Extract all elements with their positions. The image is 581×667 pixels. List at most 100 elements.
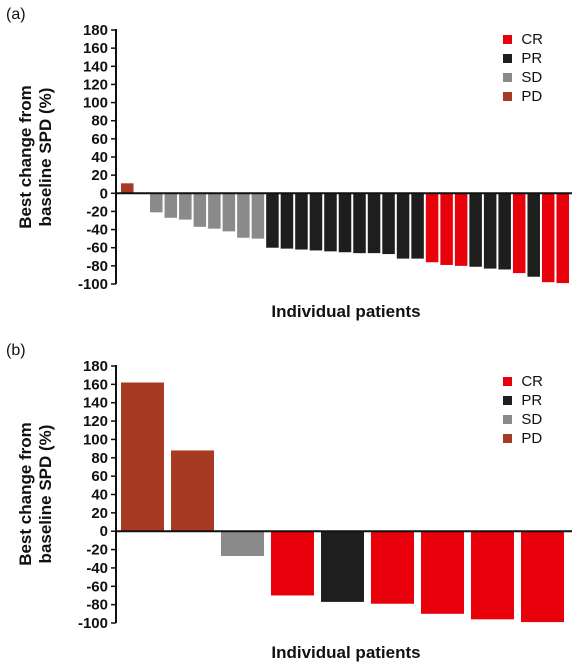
y-tick-label: 60 xyxy=(91,131,108,148)
y-axis-label: Best change frombaseline SPD (%) xyxy=(16,85,55,229)
legend-item-cr: CR xyxy=(503,30,543,49)
y-tick-label: -60 xyxy=(86,240,108,257)
bar-cr xyxy=(425,193,439,263)
y-tick-label: 180 xyxy=(83,358,108,375)
y-tick-label: 100 xyxy=(83,95,108,112)
legend-item-sd: SD xyxy=(503,410,543,429)
legend-swatch-cr xyxy=(503,377,513,386)
y-tick-label: 0 xyxy=(100,185,108,202)
y-tick-label: 0 xyxy=(100,523,108,540)
bar-pr xyxy=(367,193,381,254)
legend-swatch-pd xyxy=(503,434,513,443)
y-tick-label: 160 xyxy=(83,376,108,393)
bar-pr xyxy=(353,193,366,254)
y-axis-label-line: baseline SPD (%) xyxy=(36,425,55,564)
y-tick-label: -20 xyxy=(86,542,108,559)
legend-label-cr: CR xyxy=(521,31,543,48)
bar-sd xyxy=(221,531,264,556)
y-tick-label: 180 xyxy=(83,22,108,39)
bar-sd xyxy=(251,193,265,239)
legend-label-cr: CR xyxy=(521,373,543,390)
legend-swatch-pr xyxy=(503,396,513,405)
bar-cr xyxy=(440,193,453,265)
bar-cr xyxy=(271,531,314,596)
bar-pr xyxy=(527,193,540,277)
bar-pr xyxy=(295,193,308,250)
y-axis-label: Best change frombaseline SPD (%) xyxy=(16,422,55,566)
y-tick-label: 140 xyxy=(83,58,108,75)
legend-swatch-sd xyxy=(503,73,513,82)
y-tick-label: 40 xyxy=(91,149,108,166)
chart-panel-b: (b) Best change frombaseline SPD (%) 180 1… xyxy=(0,334,581,667)
bar-pr xyxy=(324,193,337,252)
y-tick-label: 120 xyxy=(83,76,108,93)
y-tick-label: 100 xyxy=(83,431,108,448)
legend: CR PR SD PD xyxy=(503,372,543,448)
legend-item-pr: PR xyxy=(503,49,543,68)
y-tick-label: -60 xyxy=(86,578,108,595)
bar-pr xyxy=(411,193,424,259)
chart-panel-a: (a) Best change frombaseline SPD (%) 180 1… xyxy=(6,6,572,321)
bar-pd xyxy=(121,183,134,194)
bar-sd xyxy=(222,193,236,232)
legend-swatch-cr xyxy=(503,35,513,44)
y-tick-label: -100 xyxy=(78,615,108,632)
y-axis-label-line: Best change from xyxy=(16,85,35,229)
bar-sd xyxy=(179,193,192,220)
y-tick-label: -40 xyxy=(86,222,108,239)
bar-sd xyxy=(150,193,163,213)
legend-label-pd: PD xyxy=(521,430,543,447)
legend-swatch-pd xyxy=(503,92,513,101)
y-tick-label: 40 xyxy=(91,487,108,504)
bar-cr xyxy=(471,531,514,620)
legend-item-pd: PD xyxy=(503,87,543,106)
legend-swatch-sd xyxy=(503,415,513,424)
y-tick-label: 80 xyxy=(91,113,108,130)
legend: CR PR SD PD xyxy=(503,30,543,106)
y-tick-label: 120 xyxy=(83,413,108,430)
bar-cr xyxy=(512,193,526,274)
y-tick-label: 160 xyxy=(83,40,108,57)
panel-label: (a) xyxy=(6,6,26,23)
y-tick-label: -80 xyxy=(86,597,108,614)
y-tick-label: 20 xyxy=(91,505,108,522)
legend-item-cr: CR xyxy=(503,372,543,391)
y-tick-label: 60 xyxy=(91,468,108,485)
y-tick-label: 20 xyxy=(91,167,108,184)
bar-cr xyxy=(421,531,464,614)
legend-swatch-pr xyxy=(503,54,513,63)
bar-cr xyxy=(541,193,555,283)
bar-pr xyxy=(396,193,410,259)
y-axis-label-line: baseline SPD (%) xyxy=(36,88,55,227)
bar-pr xyxy=(382,193,395,255)
legend-item-sd: SD xyxy=(503,68,543,87)
bar-sd xyxy=(193,193,207,227)
bar-sd xyxy=(164,193,178,218)
y-tick-label: -100 xyxy=(78,276,108,293)
legend-label-sd: SD xyxy=(521,69,543,86)
bar-pr xyxy=(338,193,352,253)
panel-label: (b) xyxy=(6,342,26,359)
legend-label-pr: PR xyxy=(521,50,543,67)
bar-pd xyxy=(121,382,164,532)
bar-cr xyxy=(371,531,414,604)
bar-sd xyxy=(208,193,221,229)
legend-label-pd: PD xyxy=(521,88,543,105)
bar-pr xyxy=(309,193,323,251)
legend-item-pd: PD xyxy=(503,429,543,448)
y-tick-label: 80 xyxy=(91,450,108,467)
legend-item-pr: PR xyxy=(503,391,543,410)
bar-pr xyxy=(498,193,511,270)
bar-pr xyxy=(266,193,279,248)
y-tick-label: -80 xyxy=(86,258,108,275)
y-tick-label: -20 xyxy=(86,203,108,220)
y-axis-label-line: Best change from xyxy=(16,422,35,566)
bar-pd xyxy=(171,450,214,532)
bar-sd xyxy=(237,193,250,238)
legend-label-sd: SD xyxy=(521,411,543,428)
bar-pr xyxy=(280,193,294,249)
bar-cr xyxy=(454,193,468,266)
legend-label-pr: PR xyxy=(521,392,543,409)
bar-pr xyxy=(321,531,364,602)
